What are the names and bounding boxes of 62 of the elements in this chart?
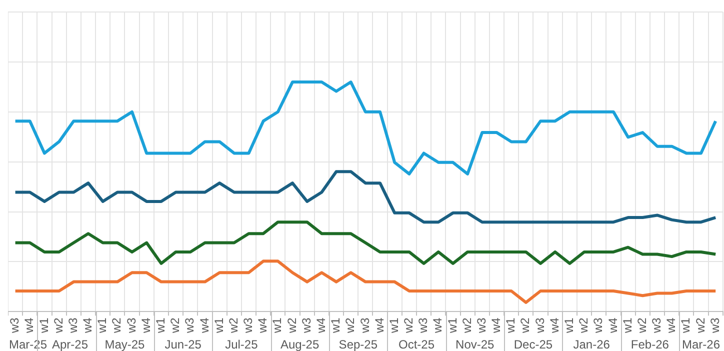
x-tick-label: w1 [504,317,518,334]
x-tick-label: w2 [343,317,358,334]
x-tick-label: w2 [284,317,299,334]
x-tick-label: w1 [328,317,343,334]
x-tick-label: w4 [430,317,445,334]
x-tick-label: w4 [372,317,386,334]
x-tick-label: w1 [386,317,401,334]
x-tick-label: w1 [562,317,576,334]
x-tick-label: w3 [241,317,256,334]
x-tick-label: w3 [182,317,197,334]
x-tick-label: w1 [445,317,460,334]
x-tick-label: w1 [154,317,168,334]
x-tick-label: w1 [36,317,51,334]
x-tick-label: w2 [110,317,124,334]
x-tick-label: w2 [402,317,416,334]
x-tick-label: w3 [416,317,430,334]
text: Aug-25 [280,337,320,351]
x-tick-label: w1 [678,317,693,334]
text: Sep-25 [338,337,378,351]
text: Jun-25 [164,337,202,351]
x-tick-label: w2 [168,317,182,334]
text: Mar-25 [8,337,48,351]
x-tick-label: w3 [8,317,22,334]
x-tick-label: w4 [606,317,620,334]
text: May-25 [104,337,146,351]
x-tick-label: w4 [256,317,270,334]
x-tick-label: w1 [270,317,284,334]
x-tick-label: w2 [51,317,66,334]
x-tick-label: w2 [460,317,474,334]
x-tick-label: w3 [299,317,314,334]
text: Feb-26 [630,337,670,351]
x-tick-label: w1 [620,317,634,334]
x-tick-label: w4 [489,317,504,334]
text: Nov-25 [456,337,495,351]
x-tick-label: w4 [547,317,562,334]
x-tick-label: w4 [138,317,153,334]
text: Jul-25 [225,337,258,351]
x-tick-label: w4 [80,317,95,334]
x-tick-label: w3 [591,317,606,334]
text: Apr-25 [52,337,88,351]
x-tick-label: w3 [708,317,722,334]
x-tick-label: w3 [66,317,80,334]
x-tick-label: w3 [650,317,664,334]
x-tick-label: w2 [226,317,240,334]
x-tick-label: w3 [358,317,372,334]
x-tick-label: w2 [576,317,591,334]
x-tick-label: w1 [95,317,110,334]
x-tick-label: w4 [664,317,678,334]
text: Oct-25 [398,337,435,351]
x-tick-label: w4 [22,317,36,334]
x-tick-label: w2 [693,317,708,334]
x-tick-label: w1 [212,317,226,334]
x-tick-label: w2 [634,317,649,334]
x-tick-label: w3 [532,317,547,334]
text: Jan-26 [573,337,610,351]
x-tick-label: w3 [124,317,138,334]
text: Dec-25 [514,337,553,351]
x-tick-label: w3 [474,317,488,334]
x-tick-label: w4 [197,317,212,334]
x-tick-label: w4 [314,317,328,334]
text: Mar-26 [682,337,720,351]
x-tick-label: w2 [518,317,532,334]
